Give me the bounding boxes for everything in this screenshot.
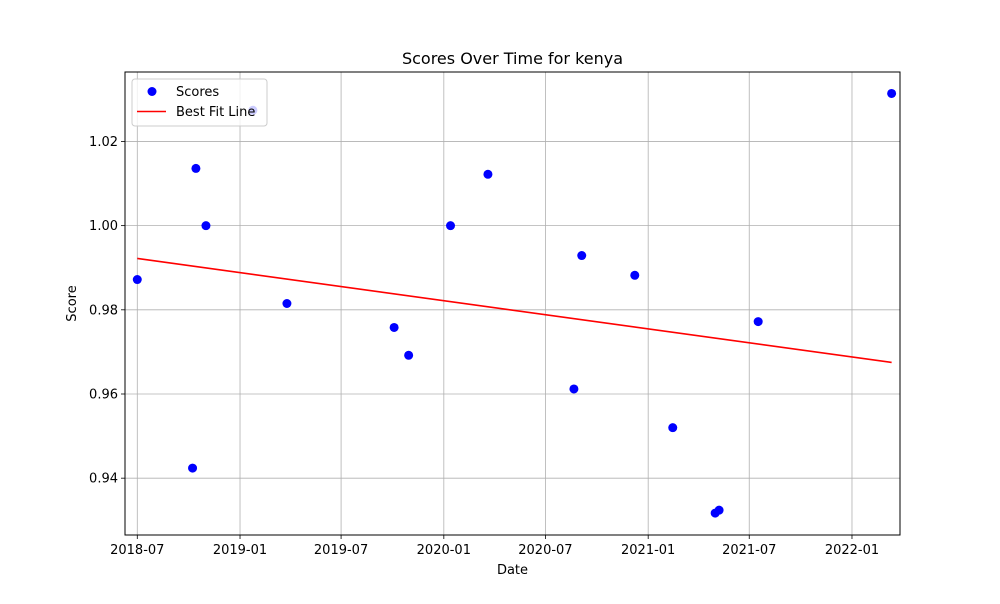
score-point (132, 275, 142, 285)
score-point (668, 423, 678, 433)
y-tick-label: 1.02 (89, 135, 118, 150)
x-tick-label: 2018-07 (110, 543, 164, 558)
x-axis-ticks: 2018-07 2019-01 2019-07 2020-01 2020-07 2021-… (110, 535, 879, 558)
legend: Scores Best Fit Line (131, 78, 268, 127)
y-tick-label: 0.96 (89, 387, 118, 402)
x-tick-label: 2021-01 (621, 543, 675, 558)
x-tick-label: 2020-01 (417, 543, 471, 558)
x-tick-label: 2020-07 (518, 543, 572, 558)
score-point (389, 322, 399, 332)
x-axis-label: Date (497, 563, 528, 578)
score-point (887, 88, 897, 98)
x-tick-label: 2019-07 (314, 543, 368, 558)
score-point (483, 169, 493, 179)
score-point (714, 505, 724, 515)
score-point (569, 384, 579, 394)
best-fit-line (137, 257, 892, 364)
legend-box (131, 78, 268, 127)
legend-label-scores: Scores (176, 85, 219, 100)
legend-marker-scores (147, 87, 157, 96)
fit-line-layer (137, 257, 892, 364)
chart-title: Scores Over Time for kenya (402, 49, 623, 68)
y-axis-ticks: 0.94 0.96 0.98 1.00 1.02 (89, 135, 125, 487)
plot-frame (124, 71, 901, 536)
legend-label-best-fit: Best Fit Line (176, 105, 255, 120)
x-tick-label: 2019-01 (213, 543, 267, 558)
y-tick-label: 0.94 (89, 472, 118, 487)
score-point (282, 299, 292, 308)
score-point (753, 317, 763, 327)
score-point (191, 163, 201, 173)
score-point (201, 221, 211, 231)
score-point (404, 350, 414, 360)
score-point (188, 463, 198, 473)
score-point (446, 221, 456, 231)
x-tick-label: 2021-07 (722, 543, 776, 558)
score-point (630, 270, 640, 280)
y-axis-label: Score (65, 285, 80, 321)
y-tick-label: 0.98 (89, 303, 118, 318)
y-tick-label: 1.00 (89, 219, 118, 234)
score-point (577, 251, 587, 261)
x-tick-label: 2022-01 (825, 543, 879, 558)
